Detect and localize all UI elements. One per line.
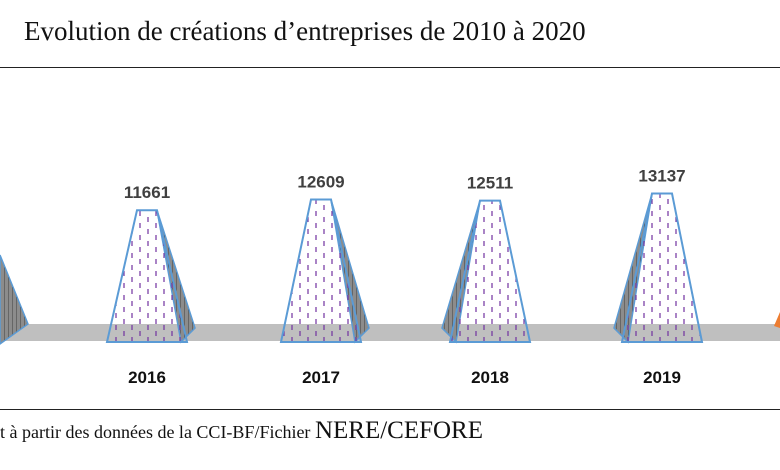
source-text: t à partir des données de la CCI-BF/Fich… (0, 422, 315, 442)
year-label: 2016 (128, 368, 166, 387)
pyramid-bar (448, 199, 532, 343)
source-note: t à partir des données de la CCI-BF/Fich… (0, 417, 483, 445)
year-label: 2018 (471, 368, 509, 387)
pyramid-chart: 11661 2016 12609 2017 12511 2018 13137 2019 (0, 167, 780, 387)
value-label: 12609 (297, 173, 344, 192)
chart-title: Evolution de créations d’entreprises de … (24, 16, 586, 46)
value-label: 13137 (638, 167, 685, 186)
source-file-name: NERE/CEFORE (314, 417, 484, 444)
pyramid-bar (279, 198, 363, 343)
value-label: 11661 (124, 183, 170, 202)
partial-pyramid-left (0, 254, 29, 345)
chart-marks: 11661 2016 12609 2017 12511 2018 13137 2019 (105, 167, 704, 387)
pyramid-bar (620, 192, 704, 343)
value-label: 12511 (467, 174, 513, 193)
year-label: 2019 (643, 368, 681, 387)
year-label: 2017 (302, 368, 340, 387)
pyramid-bar (105, 209, 189, 343)
partial-pyramid-right (774, 312, 780, 328)
bottom-rule (0, 409, 780, 410)
top-rule (0, 67, 780, 68)
